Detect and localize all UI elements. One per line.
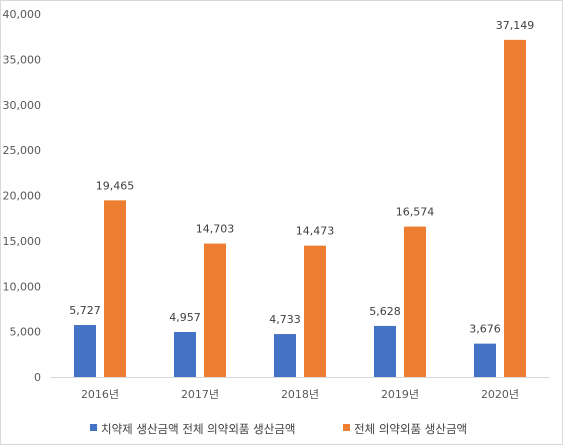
y-tick-label: 10,000 [3,280,42,293]
y-tick-label: 20,000 [3,190,42,203]
data-label: 14,473 [296,225,335,238]
bar-series-1-3 [274,334,296,377]
bar-series-2-1 [104,200,126,377]
data-labels-group: 5,727 19,465 4,957 14,703 4,733 14,473 5,628 16… [69,19,534,336]
y-tick-label: 0 [34,371,41,384]
legend-swatch-2 [343,424,350,431]
y-tick-label: 5,000 [10,326,42,339]
bar-series-2-3 [304,245,326,377]
x-axis-tick-labels: 2016년 2017년 2018년 2019년 2020년 [81,388,519,401]
x-tick-label: 2019년 [381,388,419,401]
legend-swatch-1 [90,424,97,431]
y-axis-tick-labels: 0 5,000 10,000 15,000 20,000 25,000 30,000 35,0… [3,8,42,384]
bar-series-1-1 [74,325,96,377]
bar-series-2-4 [404,226,426,377]
legend: 치약제 생산금액 전체 의약외품 생산금액 전체 의약외품 생산금액 [90,422,467,436]
y-tick-label: 40,000 [3,8,42,21]
data-label: 19,465 [96,179,135,192]
x-tick-label: 2020년 [481,388,519,401]
data-label: 5,628 [369,305,401,318]
bar-series-1-5 [474,343,496,377]
bar-series-1-4 [374,325,396,377]
data-label: 3,676 [469,323,501,336]
data-label: 14,703 [196,223,235,236]
bar-series-2-5 [504,39,526,377]
data-label: 4,957 [169,311,201,324]
bars-group [74,39,526,377]
bar-series-1-2 [174,332,196,377]
y-tick-label: 35,000 [3,53,42,66]
x-tick-label: 2017년 [181,388,219,401]
x-tick-label: 2018년 [281,388,319,401]
legend-label-1: 치약제 생산금액 전체 의약외품 생산금액 [101,422,295,436]
data-label: 16,574 [396,206,435,219]
bar-series-2-2 [204,243,226,377]
data-label: 5,727 [69,304,101,317]
data-label: 37,149 [496,19,535,32]
y-tick-label: 25,000 [3,144,42,157]
x-tick-label: 2016년 [81,388,119,401]
data-label: 4,733 [269,313,301,326]
y-tick-label: 30,000 [3,99,42,112]
y-tick-label: 15,000 [3,235,42,248]
legend-label-2: 전체 의약외품 생산금액 [354,422,467,436]
